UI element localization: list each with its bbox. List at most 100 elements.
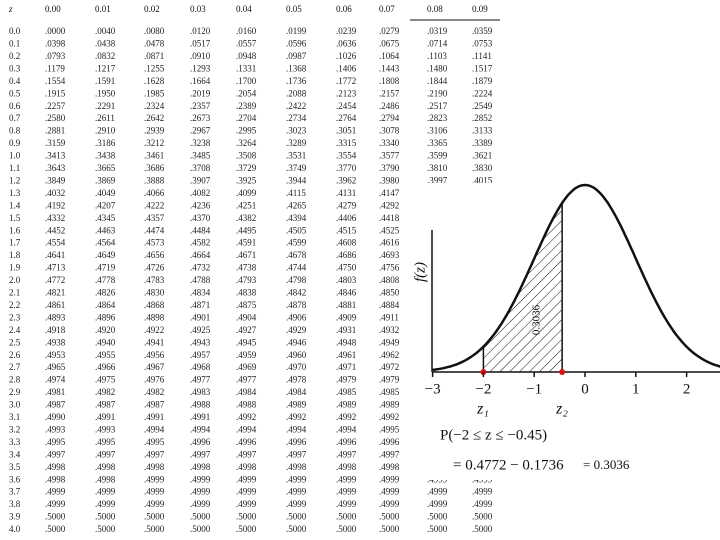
table-cell: .4999: [144, 474, 165, 484]
equation-line: P(−2 ≤ z ≤ −0.45): [440, 427, 547, 443]
table-cell: .4015: [472, 175, 493, 185]
table-cell: .4955: [95, 350, 116, 360]
table-cell: .3212: [144, 138, 164, 148]
row-label: 0.1: [9, 39, 20, 49]
table-cell: .4999: [95, 499, 116, 509]
table-cell: .4826: [95, 288, 116, 298]
table-cell: .2910: [95, 126, 116, 136]
table-cell: .4998: [286, 462, 307, 472]
table-cell: .5000: [190, 512, 211, 522]
table-cell: .2324: [144, 101, 165, 111]
table-cell: .4992: [236, 412, 256, 422]
table-cell: .4772: [45, 275, 65, 285]
table-cell: .4850: [379, 288, 400, 298]
table-cell: .4979: [379, 375, 400, 385]
table-cell: .4989: [286, 400, 307, 410]
table-cell: .4999: [286, 487, 307, 497]
table-cell: .3997: [427, 175, 448, 185]
table-cell: .4279: [336, 200, 357, 210]
shaded-area: [483, 203, 563, 372]
table-cell: .2642: [144, 113, 164, 123]
table-cell: .4418: [379, 213, 400, 223]
table-cell: .5000: [379, 524, 400, 534]
x-tick-label: 1: [632, 381, 640, 397]
table-cell: .3485: [190, 151, 211, 161]
table-cell: .1103: [427, 51, 447, 61]
table-cell: .4861: [45, 300, 65, 310]
table-cell: .3023: [286, 126, 307, 136]
row-label: 3.5: [9, 462, 21, 472]
table-cell: .4049: [95, 188, 116, 198]
table-cell: .4896: [95, 312, 116, 322]
table-cell: .4999: [286, 474, 307, 484]
table-cell: .4995: [144, 437, 165, 447]
table-cell: .4999: [472, 499, 493, 509]
table-cell: .3888: [144, 175, 165, 185]
table-cell: .4999: [336, 474, 357, 484]
table-cell: .4999: [427, 487, 448, 497]
table-cell: .4997: [379, 449, 400, 459]
table-cell: .2054: [236, 88, 257, 98]
row-label: 2.6: [9, 350, 21, 360]
table-cell: .1064: [379, 51, 400, 61]
table-cell: .4996: [236, 437, 257, 447]
table-cell: .4995: [45, 437, 66, 447]
table-cell: .1736: [286, 76, 307, 86]
table-cell: .1808: [379, 76, 400, 86]
table-cell: .3790: [379, 163, 400, 173]
table-cell: .4997: [144, 449, 165, 459]
table-cell: .0478: [144, 39, 165, 49]
table-cell: .5000: [144, 512, 165, 522]
table-cell: .4463: [95, 225, 116, 235]
table-cell: .0948: [236, 51, 257, 61]
table-cell: .3577: [379, 151, 400, 161]
table-cell: .4834: [190, 288, 211, 298]
table-cell: .4998: [236, 462, 257, 472]
table-cell: .4345: [95, 213, 116, 223]
table-cell: .4370: [190, 213, 211, 223]
table-cell: .2123: [336, 88, 357, 98]
table-cell: .5000: [427, 524, 448, 534]
table-cell: .4999: [379, 499, 400, 509]
table-cell: .4251: [236, 200, 256, 210]
table-cell: .3365: [427, 138, 448, 148]
table-cell: .3106: [427, 126, 448, 136]
table-cell: .4744: [286, 263, 307, 273]
table-cell: .1255: [144, 63, 165, 73]
table-cell: .4938: [45, 337, 66, 347]
table-cell: .4788: [190, 275, 211, 285]
table-cell: .4997: [190, 449, 211, 459]
table-cell: .4990: [45, 412, 66, 422]
table-cell: .0000: [45, 26, 66, 36]
table-cell: .4988: [190, 400, 211, 410]
table-cell: .1293: [190, 63, 211, 73]
x-tick-label: −1: [526, 381, 542, 397]
table-cell: .0832: [95, 51, 115, 61]
table-cell: .3907: [190, 175, 211, 185]
table-cell: .4998: [379, 462, 400, 472]
table-cell: .5000: [236, 524, 257, 534]
row-label: 0.4: [9, 76, 21, 86]
row-label: 3.6: [9, 474, 21, 484]
row-label: 1.7: [9, 238, 21, 248]
table-cell: .4664: [190, 250, 211, 260]
row-label: 2.4: [9, 325, 21, 335]
table-cell: .4515: [336, 225, 357, 235]
table-cell: .4943: [190, 337, 211, 347]
table-cell: .4987: [45, 400, 66, 410]
table-cell: .4975: [95, 375, 116, 385]
table-cell: .5000: [336, 524, 357, 534]
table-cell: .4932: [379, 325, 399, 335]
table-cell: .4999: [45, 487, 66, 497]
table-cell: .4222: [144, 200, 164, 210]
x-tick-label: −2: [475, 381, 491, 397]
row-label: 0.7: [9, 113, 21, 123]
table-cell: .4959: [236, 350, 257, 360]
table-cell: .0160: [236, 26, 257, 36]
table-cell: .0987: [286, 51, 307, 61]
table-cell: .4949: [379, 337, 400, 347]
table-cell: .4732: [190, 263, 210, 273]
table-cell: .4996: [336, 437, 357, 447]
table-cell: .4909: [336, 312, 357, 322]
table-cell: .2549: [472, 101, 493, 111]
